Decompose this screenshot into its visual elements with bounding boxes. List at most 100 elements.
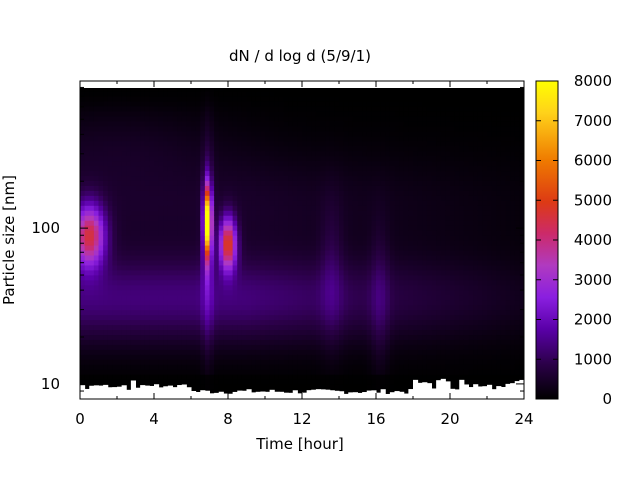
heatmap-cell bbox=[251, 190, 257, 196]
heatmap-cell bbox=[288, 259, 294, 266]
heatmap-cell bbox=[121, 105, 127, 112]
heatmap-cell bbox=[306, 289, 312, 296]
heatmap-cell bbox=[334, 359, 340, 365]
heatmap-cell bbox=[436, 135, 442, 142]
heatmap-cell bbox=[98, 115, 104, 122]
heatmap-cell bbox=[163, 329, 169, 336]
heatmap-cell bbox=[172, 230, 178, 236]
heatmap-cell bbox=[255, 319, 261, 326]
heatmap-cell bbox=[204, 344, 211, 350]
heatmap-cell bbox=[214, 95, 220, 102]
heatmap-cell bbox=[366, 90, 372, 97]
heatmap-cell bbox=[80, 135, 86, 142]
heatmap-cell bbox=[431, 244, 437, 251]
heatmap-cell bbox=[329, 274, 335, 281]
heatmap-cell bbox=[426, 190, 433, 196]
heatmap-cell bbox=[278, 269, 285, 276]
heatmap-cell bbox=[352, 344, 359, 350]
heatmap-cell bbox=[195, 264, 201, 271]
heatmap-cell bbox=[241, 314, 248, 321]
heatmap-cell bbox=[371, 95, 377, 102]
heatmap-cell bbox=[237, 384, 243, 390]
heatmap-cell bbox=[204, 105, 211, 112]
heatmap-cell bbox=[426, 259, 433, 266]
heatmap-cell bbox=[223, 215, 229, 221]
heatmap-cell bbox=[269, 190, 275, 196]
heatmap-cell bbox=[371, 175, 377, 181]
heatmap-cell bbox=[172, 165, 178, 172]
heatmap-cell bbox=[348, 359, 354, 365]
heatmap-cell bbox=[292, 279, 298, 286]
heatmap-cell bbox=[302, 150, 308, 157]
heatmap-cell bbox=[334, 165, 340, 172]
heatmap-cell bbox=[366, 240, 372, 246]
heatmap-cell bbox=[149, 115, 155, 122]
heatmap-cell bbox=[408, 319, 414, 326]
heatmap-cell bbox=[149, 344, 155, 350]
heatmap-cell bbox=[306, 384, 312, 390]
heatmap-cell bbox=[228, 100, 234, 107]
heatmap-cell bbox=[218, 120, 224, 127]
heatmap-cell bbox=[325, 304, 331, 311]
heatmap-cell bbox=[84, 329, 90, 336]
heatmap-cell bbox=[297, 200, 303, 206]
heatmap-cell bbox=[283, 165, 289, 172]
heatmap-cell bbox=[172, 125, 178, 132]
heatmap-cell bbox=[98, 374, 104, 380]
heatmap-cell bbox=[408, 100, 414, 107]
heatmap-cell bbox=[436, 225, 442, 231]
heatmap-cell bbox=[436, 299, 442, 306]
heatmap-cell bbox=[292, 274, 298, 281]
heatmap-cell bbox=[343, 90, 349, 97]
heatmap-cell bbox=[255, 170, 261, 177]
heatmap-cell bbox=[223, 180, 229, 186]
heatmap-cell bbox=[191, 369, 197, 375]
heatmap-cell bbox=[352, 235, 359, 241]
heatmap-cell bbox=[422, 264, 428, 271]
heatmap-cell bbox=[214, 379, 220, 385]
heatmap-cell bbox=[255, 264, 261, 271]
heatmap-cell bbox=[283, 269, 289, 276]
heatmap-cell bbox=[274, 299, 280, 306]
heatmap-cell bbox=[357, 180, 363, 186]
heatmap-cell bbox=[274, 140, 280, 147]
heatmap-cell bbox=[89, 249, 95, 256]
heatmap-cell bbox=[278, 160, 285, 167]
heatmap-cell bbox=[380, 384, 386, 390]
heatmap-cell bbox=[130, 125, 137, 132]
heatmap-cell bbox=[121, 274, 127, 281]
heatmap-cell bbox=[154, 344, 160, 350]
heatmap-cell bbox=[269, 145, 275, 152]
heatmap-cell bbox=[186, 190, 192, 196]
heatmap-cell bbox=[380, 254, 386, 261]
heatmap-cell bbox=[278, 85, 285, 92]
heatmap-cell bbox=[223, 205, 229, 211]
heatmap-cell bbox=[232, 225, 238, 231]
heatmap-cell bbox=[140, 294, 146, 301]
heatmap-cell bbox=[334, 195, 340, 201]
heatmap-cell bbox=[200, 339, 206, 345]
heatmap-cell bbox=[154, 379, 160, 385]
heatmap-cell bbox=[394, 95, 400, 102]
heatmap-cell bbox=[302, 244, 308, 251]
heatmap-cell bbox=[283, 95, 289, 102]
heatmap-cell bbox=[121, 284, 127, 291]
heatmap-cell bbox=[204, 374, 211, 380]
heatmap-cell bbox=[93, 274, 100, 281]
heatmap-cell bbox=[135, 379, 141, 385]
heatmap-cell bbox=[117, 85, 123, 92]
heatmap-cell bbox=[389, 314, 396, 321]
heatmap-cell bbox=[366, 190, 372, 196]
heatmap-cell bbox=[283, 140, 289, 147]
heatmap-cell bbox=[93, 354, 100, 360]
heatmap-cell bbox=[348, 130, 354, 137]
heatmap-cell bbox=[84, 115, 90, 122]
heatmap-cell bbox=[269, 284, 275, 291]
heatmap-cell bbox=[237, 334, 243, 340]
heatmap-cell bbox=[232, 244, 238, 251]
heatmap-cell bbox=[422, 254, 428, 261]
heatmap-cell bbox=[93, 309, 100, 316]
heatmap-cell bbox=[144, 210, 150, 216]
heatmap-cell bbox=[154, 195, 160, 201]
heatmap-cell bbox=[144, 190, 150, 196]
